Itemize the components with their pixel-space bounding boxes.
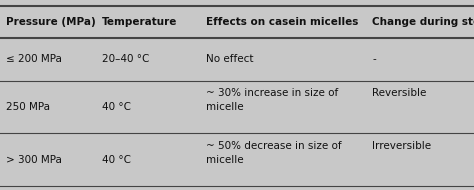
Text: ~ 30% increase in size of
micelle: ~ 30% increase in size of micelle bbox=[206, 88, 338, 112]
Text: Reversible: Reversible bbox=[372, 88, 427, 98]
Text: 250 MPa: 250 MPa bbox=[6, 102, 50, 112]
Text: No effect: No effect bbox=[206, 54, 254, 64]
Text: 40 °C: 40 °C bbox=[102, 155, 131, 165]
Text: Pressure (MPa): Pressure (MPa) bbox=[6, 17, 95, 27]
Text: Change during storage: Change during storage bbox=[372, 17, 474, 27]
Text: Irreversible: Irreversible bbox=[372, 141, 431, 151]
Text: ~ 50% decrease in size of
micelle: ~ 50% decrease in size of micelle bbox=[206, 141, 342, 165]
Text: 40 °C: 40 °C bbox=[102, 102, 131, 112]
Text: Temperature: Temperature bbox=[102, 17, 177, 27]
Text: 20–40 °C: 20–40 °C bbox=[102, 54, 149, 64]
Text: > 300 MPa: > 300 MPa bbox=[6, 155, 62, 165]
Text: -: - bbox=[372, 54, 376, 64]
Text: ≤ 200 MPa: ≤ 200 MPa bbox=[6, 54, 62, 64]
Text: Effects on casein micelles: Effects on casein micelles bbox=[206, 17, 358, 27]
